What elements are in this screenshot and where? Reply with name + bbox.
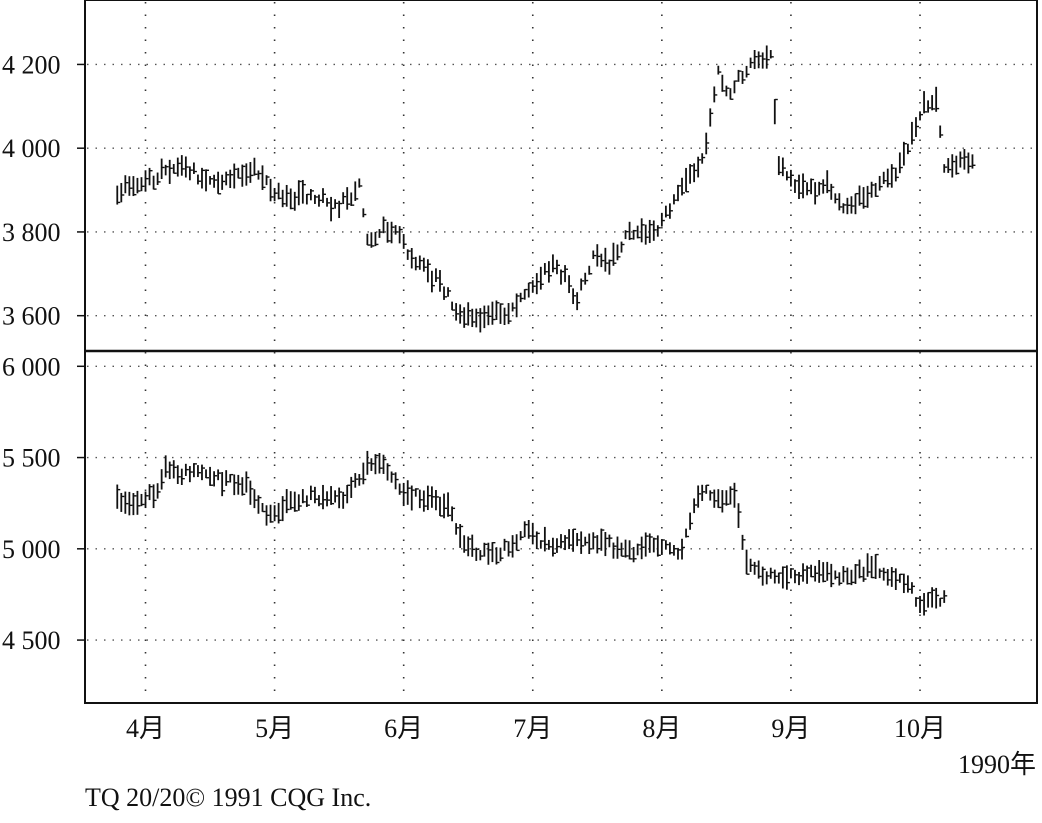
y-tick-label: 3 600 [2, 302, 61, 331]
x-tick-label: 9月 [771, 714, 810, 743]
y-tick-label: 4 500 [2, 626, 61, 655]
y-tick-label: 3 800 [2, 218, 61, 247]
y-tick-label: 4 000 [2, 134, 61, 163]
x-tick-label: 5月 [255, 714, 294, 743]
x-year-label: 1990年 [958, 750, 1036, 779]
x-tick-label: 7月 [513, 714, 552, 743]
copyright-credit: TQ 20/20© 1991 CQG Inc. [85, 783, 372, 812]
x-tick-label: 10月 [894, 714, 946, 743]
y-tick-label: 4 200 [2, 50, 61, 79]
x-tick-label: 4月 [126, 714, 165, 743]
y-tick-label: 5 000 [2, 535, 61, 564]
y-tick-label: 6 000 [2, 352, 61, 381]
x-tick-label: 6月 [384, 714, 423, 743]
y-tick-label: 5 500 [2, 444, 61, 473]
x-tick-label: 8月 [642, 714, 681, 743]
